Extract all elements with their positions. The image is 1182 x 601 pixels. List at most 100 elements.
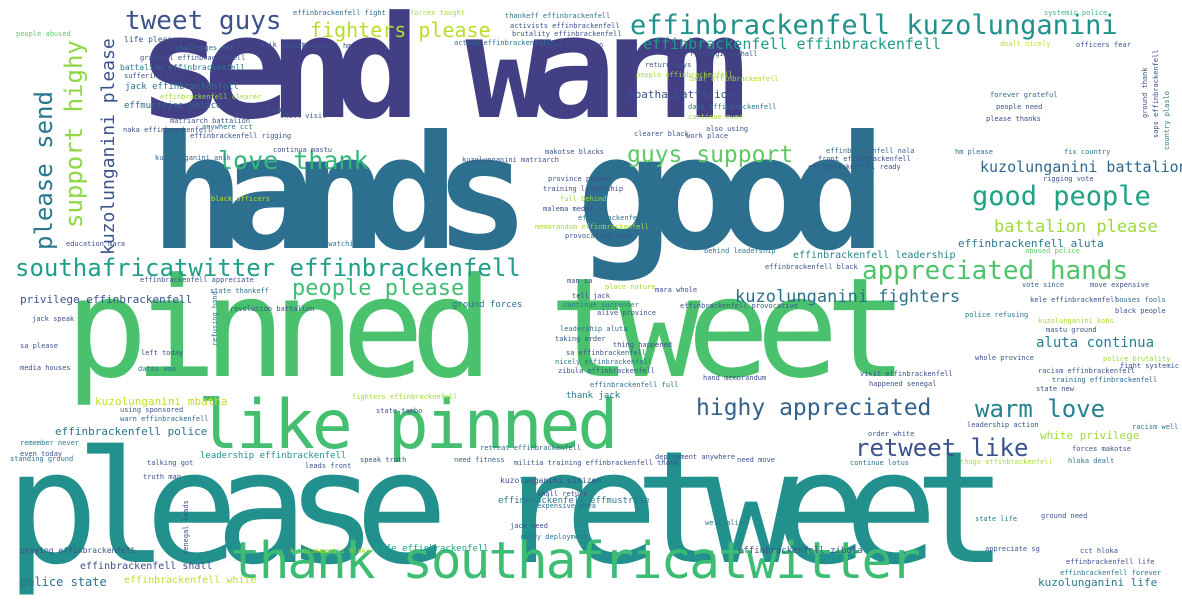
word-w83: well alive (705, 519, 748, 527)
word-w74: forces makotse (1072, 445, 1132, 453)
word-w16: kuzolunganini battalion (980, 158, 1182, 176)
word-w21: kuzolunganini fighters (735, 287, 961, 307)
word-w64: vote since (1022, 281, 1065, 289)
word-x31: behind leadership (704, 247, 776, 255)
word-w54: systemic police (1044, 9, 1108, 17)
word-w97: truth man (143, 473, 181, 481)
word-w47: thank jack (566, 391, 621, 401)
word-w58: people need (996, 103, 1043, 111)
word-w30: kuzolunganini mbatha (95, 395, 228, 408)
word-w92: continue lotus (850, 459, 910, 467)
word-w95: retreat effinbrackenfell (480, 444, 582, 452)
word-w50: kuzolunganini hm (284, 42, 352, 50)
word-x34: state watching (303, 240, 363, 248)
word-x84: people effinbrackenfell (636, 71, 733, 79)
word-w81: ground need (1041, 512, 1088, 520)
word-x71: eff born (250, 106, 284, 114)
word-x35: man sa (567, 277, 593, 285)
word-x57: mastu ground (1046, 326, 1097, 334)
word-x42: taking order (555, 335, 606, 343)
word-w72: training effinbrackenfell (1052, 376, 1158, 384)
word-w24: warm love (975, 395, 1106, 423)
word-x29: memorandum effinbrackenfell (535, 223, 649, 231)
word-w48b: praying effinbrackenfell (20, 546, 136, 555)
word-x28: effinbrackenfell ground (578, 214, 675, 222)
word-x05: media houses (20, 364, 71, 372)
word-x62: days effinbrackenfell (688, 103, 777, 111)
word-x48: visit effinbrackenfell (860, 370, 953, 378)
word-w08: effinbrackenfell kuzolunganini (630, 10, 1118, 41)
word-x44: sa effinbrackenfell (566, 349, 647, 357)
word-w18: southafricatwitter effinbrackenfell (15, 254, 521, 282)
word-w04: like pinned (198, 386, 618, 465)
word-w56: officers fear (1076, 41, 1131, 49)
word-w25: retweet like (855, 434, 1029, 462)
word-w06: tweet guys (125, 6, 282, 36)
word-w80: state life (975, 515, 1018, 523)
word-x27: malema media (543, 205, 594, 213)
word-x78: brutality effinbrackenfell (512, 30, 622, 38)
word-w68: black people (1115, 307, 1166, 315)
word-w36: mbatha battalion (628, 88, 734, 101)
word-w35: kuzolunganini life (1038, 576, 1158, 589)
word-x69: naka effinbrackenfell (123, 126, 212, 134)
word-w51: effinbrackenfell fight (293, 9, 386, 17)
word-w03: please retweet (5, 417, 1008, 599)
word-w40: life please (124, 35, 177, 44)
word-x50: hand memorandum (703, 374, 767, 382)
word-w93: leads front (305, 462, 352, 470)
word-w87: jack need (510, 522, 548, 530)
word-w85: expensive area (537, 502, 597, 510)
word-w09: effinbrackenfell effinbrackenfell (643, 35, 942, 53)
word-w86: ready deployment (520, 533, 588, 541)
word-x51: order white (868, 430, 915, 438)
word-w32: police state (20, 575, 107, 589)
word-w73: racism well (1132, 423, 1179, 431)
word-x93: senegal leads (182, 500, 190, 555)
word-x66: also using (706, 125, 749, 133)
word-x08: sa please (20, 342, 58, 350)
word-x53: leadership action (967, 421, 1039, 429)
word-x33: effinbrackenfell provocative (680, 302, 799, 310)
word-w39: battalion effinbrackenfell (120, 63, 246, 72)
word-x32: effinbrackenfell black (765, 263, 858, 271)
word-x67: shall visit (280, 112, 327, 120)
word-w76: thugs effinbrackenfell (960, 458, 1053, 466)
word-x39: continue surrender (563, 301, 639, 309)
word-x10: refusing hand (211, 291, 219, 346)
word-w19: appreciated hands (862, 256, 1129, 286)
word-w31: privilege effinbrackenfell (20, 293, 193, 306)
word-x83: return days (645, 61, 692, 69)
word-x73: suffering work (124, 72, 184, 80)
word-x75: challenges eff (175, 44, 235, 52)
word-x85: ground thank (1141, 67, 1149, 118)
word-x15: black officers (211, 195, 271, 203)
word-w01: hands good (150, 102, 885, 286)
word-w20: people please (292, 276, 465, 301)
word-w11: support highy (60, 40, 88, 228)
word-w82: appreciate sg (985, 545, 1040, 553)
word-w67: houses fools (1115, 296, 1166, 304)
word-w07: fighters please (310, 18, 491, 42)
word-x70: anywhere cct (202, 123, 253, 131)
word-x07: left today (141, 349, 184, 357)
word-w45: kuzolunganini citizen (500, 476, 602, 485)
word-x16: kuzolunganini anik (155, 154, 231, 162)
word-x04: state tambo (376, 407, 423, 415)
word-w98: even today (20, 450, 63, 458)
word-w14: guys support (627, 142, 794, 168)
word-x01: using sponsored (120, 406, 184, 414)
word-w75: hloka dealt (1068, 457, 1115, 465)
word-x09: jack speak (32, 315, 75, 323)
word-w41: effinbrackenfell effmustrise (498, 496, 650, 506)
word-x22: effinbrackenfell ready (808, 163, 901, 171)
word-x06: datas ama (138, 365, 176, 373)
word-x87: country plaslo (1163, 90, 1171, 150)
word-w99: standing ground (10, 455, 74, 463)
word-x11: revolution battalion (230, 305, 315, 313)
word-w34: effinbrackenfell white (124, 575, 257, 586)
word-w88: need fitness (454, 456, 505, 464)
word-w17: battalion please (994, 217, 1158, 237)
word-x60: bear effinbrackenfell (690, 75, 779, 83)
